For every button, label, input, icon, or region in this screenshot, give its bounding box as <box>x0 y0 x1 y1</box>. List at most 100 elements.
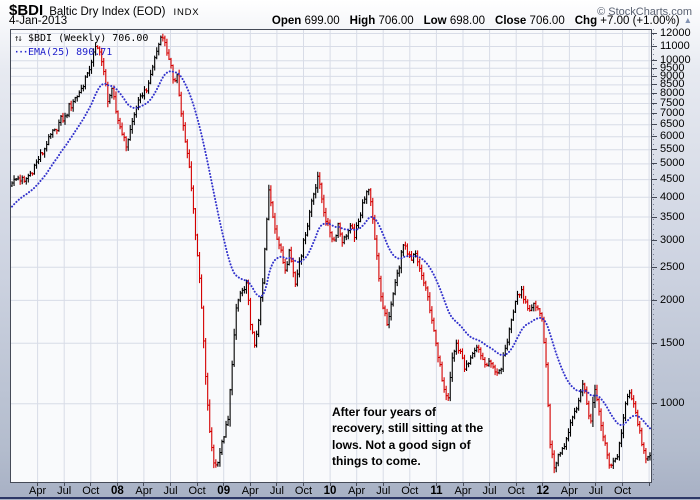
open-value: 699.00 <box>304 15 340 27</box>
price-bars-up <box>11 35 651 473</box>
y-axis-minor-ticks <box>653 29 654 481</box>
y-axis: 12000 11000 10000 9500 9000 8500 8000 7500 7000 6… <box>652 27 700 482</box>
y-axis-tick <box>652 196 657 198</box>
y-axis-label: 1500 <box>660 336 685 349</box>
chart-annotation: After four years of recovery, still sitt… <box>332 404 483 470</box>
y-axis-tick <box>652 113 657 115</box>
quote-strip: Open 699.00 High 706.00 Low 698.00 Close… <box>262 15 692 27</box>
close-label: Close <box>495 15 527 27</box>
y-axis-label: 6000 <box>660 130 685 143</box>
y-axis-tick <box>652 75 657 77</box>
x-axis-tick <box>170 483 172 486</box>
y-axis-tick <box>652 239 657 241</box>
y-axis-tick <box>652 33 657 34</box>
y-axis-tick <box>652 103 657 104</box>
x-axis-tick <box>648 483 650 486</box>
quote-close: Close 706.00 <box>495 15 565 27</box>
y-axis-label: 9500 <box>660 61 685 74</box>
low-value: 698.00 <box>449 15 486 27</box>
annotation-line: things to come. <box>332 454 421 469</box>
x-axis-month-label: Oct <box>401 485 419 497</box>
y-axis-label: 8000 <box>660 87 685 100</box>
y-axis-label: 12000 <box>660 27 691 39</box>
annotation-line: After four years of <box>332 405 437 419</box>
chart-legend: ↑↓ $BDI (Weekly) 706.00 ···EMA(25) 890.71 <box>14 32 148 60</box>
x-axis-month-label: Jul <box>588 485 603 497</box>
y-axis-tick <box>652 149 657 151</box>
low-label: Low <box>423 15 447 27</box>
y-axis-tick <box>652 93 657 95</box>
bottom-border-line <box>0 497 700 499</box>
x-axis-month-label: Oct <box>613 485 632 497</box>
chg-value: +7.00 (+1.00%) <box>600 15 680 27</box>
up-triangle-icon: ▲ <box>683 15 692 25</box>
y-axis-tick <box>652 84 657 86</box>
y-axis-label: 3500 <box>660 210 685 223</box>
price-chart-svg <box>11 30 651 482</box>
x-axis-year-label: 10 <box>323 485 337 497</box>
x-axis-tick <box>37 483 39 486</box>
x-axis-tick <box>382 483 384 486</box>
y-axis-label: 5500 <box>660 143 685 156</box>
x-axis-tick <box>622 483 624 486</box>
x-axis-tick <box>489 483 491 486</box>
high-label: High <box>349 15 376 27</box>
legend-ema-label: EMA(25) 890.71 <box>28 47 113 58</box>
chg-label: Chg <box>574 15 598 27</box>
symbol-label: $BDI <box>9 2 44 19</box>
legend-price-label: $BDI (Weekly) 706.00 <box>28 33 149 44</box>
y-axis-label: 4000 <box>660 190 685 203</box>
y-axis-label: 8500 <box>660 78 685 91</box>
y-axis-tick <box>652 299 657 301</box>
chart-plot-area: ↑↓ $BDI (Weekly) 706.00 ···EMA(25) 890.71… <box>10 29 652 483</box>
ema-dots-icon: ··· <box>14 48 28 58</box>
x-axis-year-label: 11 <box>430 485 443 497</box>
legend-price-row: ↑↓ $BDI (Weekly) 706.00 <box>14 32 148 46</box>
gridlines <box>11 30 651 482</box>
y-axis-label: 9000 <box>660 69 685 82</box>
close-value: 706.00 <box>529 15 565 27</box>
x-axis-month-label: Apr <box>348 485 366 497</box>
x-axis-tick <box>409 483 411 486</box>
legend-ema-row: ···EMA(25) 890.71 <box>14 46 148 60</box>
y-axis-label: 5000 <box>660 157 685 170</box>
x-axis-month-label: Jul <box>482 485 497 497</box>
quote-open: Open 699.00 <box>272 15 340 27</box>
ema-line <box>11 70 651 430</box>
exchange-label: INDX <box>173 7 200 18</box>
y-axis-tick <box>652 136 657 138</box>
quote-high: High 706.00 <box>350 15 414 27</box>
price-style-icon: ↑↓ <box>14 34 23 44</box>
open-label: Open <box>271 15 302 27</box>
x-axis: Apr Jul Oct 08 Apr Jul Oct 09 Apr Jul Oct 10 Apr Jul O… <box>11 483 651 498</box>
price-bars-down <box>18 33 648 474</box>
x-axis-year-label: 09 <box>217 485 231 497</box>
y-axis-tick <box>652 124 657 126</box>
quote-low: Low 698.00 <box>424 15 485 27</box>
quote-chg: Chg +7.00 (+1.00%) <box>575 15 680 27</box>
y-axis-label: 3000 <box>660 233 685 246</box>
quote-date: 4-Jan-2013 <box>9 15 68 27</box>
x-axis-month-label: Apr <box>135 485 153 497</box>
x-axis-month-label: Oct <box>82 485 100 497</box>
copyright-label: © StockCharts.com <box>597 6 692 18</box>
x-axis-tick <box>276 483 278 486</box>
y-axis-tick <box>652 67 657 69</box>
x-axis-tick <box>329 483 331 486</box>
header-line-2: 4-Jan-2013 Open 699.00 High 706.00 Low 6… <box>9 15 692 28</box>
x-axis-tick <box>595 483 597 486</box>
x-axis-tick <box>356 483 358 486</box>
x-axis-year-label: 12 <box>536 485 550 497</box>
x-axis-month-label: Jul <box>163 485 178 497</box>
high-value: 706.00 <box>378 15 414 27</box>
y-axis-tick <box>652 266 657 268</box>
x-axis-tick <box>63 483 65 486</box>
y-axis-tick <box>652 403 657 405</box>
y-axis-label: 2000 <box>660 293 685 306</box>
chart-header: $BDI Baltic Dry Index (EOD) INDX © Stock… <box>0 0 700 29</box>
x-axis-tick <box>302 483 304 486</box>
y-axis-label: 7500 <box>660 97 685 109</box>
y-axis-label: 6500 <box>660 118 685 131</box>
x-axis-month-label: Oct <box>188 485 206 497</box>
y-axis-tick <box>652 45 657 47</box>
